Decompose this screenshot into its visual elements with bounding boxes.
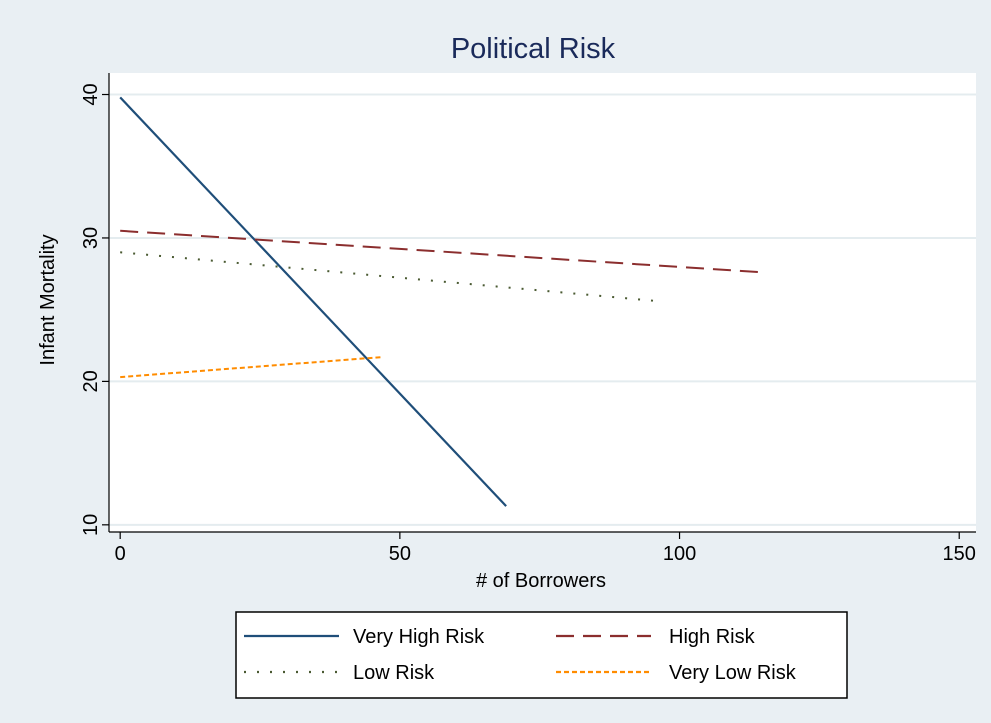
plot-area [109,73,976,532]
legend-label: Low Risk [353,662,435,684]
legend-label: Very High Risk [353,626,485,648]
series-line-very-high-risk [119,96,507,507]
x-tick-label: 150 [943,543,976,565]
y-tick-label: 30 [80,227,102,249]
x-tick-label: 100 [663,543,696,565]
series-lines [119,96,764,507]
y-tick-label: 40 [80,83,102,105]
series-line-very-low-risk [120,356,384,379]
y-tick-label: 10 [80,514,102,536]
y-axis-title: Infant Mortality [37,234,59,365]
x-tick-label: 0 [115,543,126,565]
legend: Very High Risk High Risk Low Risk Very Low … [235,611,848,699]
chart-title: Political Risk [451,33,616,65]
legend-items: Very High Risk High Risk Low Risk Very Low … [244,626,797,684]
x-axis-title: # of Borrowers [476,570,606,592]
legend-label: High Risk [669,626,756,648]
axes: 10 20 30 40 0 50 100 150 [80,73,976,565]
x-tick-label: 50 [389,543,411,565]
y-tick-label: 20 [80,370,102,392]
legend-box [235,611,848,699]
legend-label: Very Low Risk [669,662,797,684]
